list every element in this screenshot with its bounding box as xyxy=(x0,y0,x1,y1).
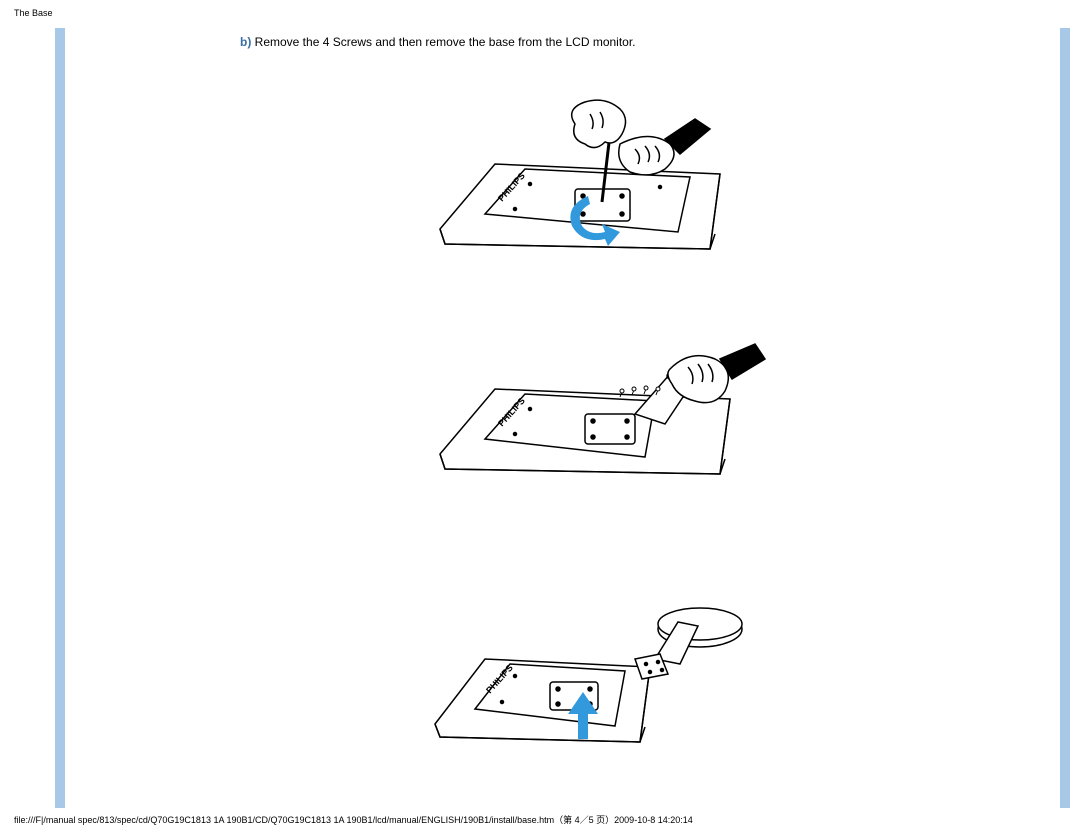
illustration-screwdriver: PHILIPS xyxy=(410,74,770,284)
illustration-base-separated: PHILIPS xyxy=(410,564,770,774)
instruction-text: Remove the 4 Screws and then remove the … xyxy=(251,35,635,49)
content-area: b) Remove the 4 Screws and then remove t… xyxy=(240,35,940,774)
illustration-lift-stand: PHILIPS xyxy=(410,319,770,529)
instruction-line: b) Remove the 4 Screws and then remove t… xyxy=(240,35,940,49)
sidebar-right-accent xyxy=(1060,28,1070,808)
footer-path: file:///F|/manual spec/813/spec/cd/Q70G1… xyxy=(14,813,693,826)
step-label: b) xyxy=(240,35,251,49)
illustrations-group: PHILIPS xyxy=(240,74,940,774)
page-header-title: The Base xyxy=(14,8,53,18)
sidebar-left-accent xyxy=(55,28,65,808)
